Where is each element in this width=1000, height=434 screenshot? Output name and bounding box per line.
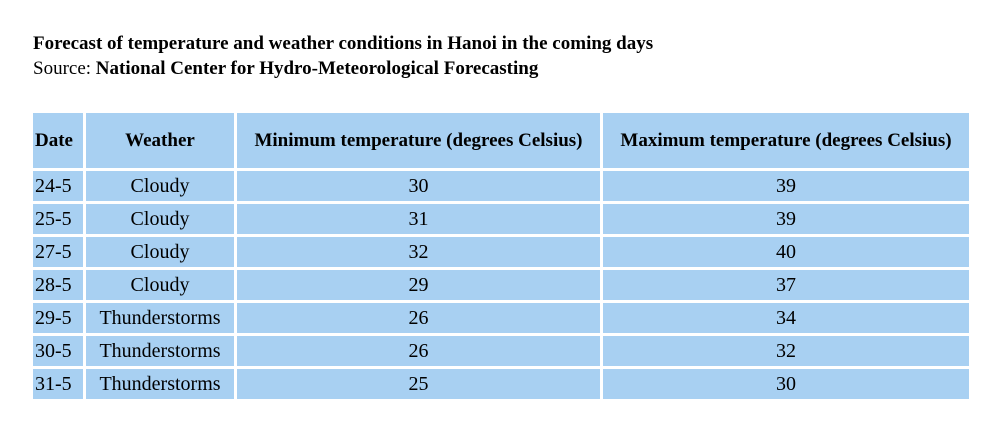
table-row: 31-5 Thunderstorms 25 30 [33, 369, 969, 399]
table-row: 28-5 Cloudy 29 37 [33, 270, 969, 300]
table-cell: 31 [237, 204, 600, 234]
table-row: 24-5 Cloudy 30 39 [33, 171, 969, 201]
table-row: 25-5 Cloudy 31 39 [33, 204, 969, 234]
column-header: Date [33, 113, 83, 168]
title: Forecast of temperature and weather cond… [33, 33, 654, 54]
table-cell: 25 [237, 369, 600, 399]
column-header: Minimum temperature (degrees Celsius) [237, 113, 600, 168]
table-cell: 29 [237, 270, 600, 300]
column-header: Maximum temperature (degrees Celsius) [603, 113, 969, 168]
table-cell: 37 [603, 270, 969, 300]
table-cell: 40 [603, 237, 969, 267]
table-cell: Thunderstorms [86, 303, 234, 333]
table-row: 27-5 Cloudy 32 40 [33, 237, 969, 267]
table-row: 30-5 Thunderstorms 26 32 [33, 336, 969, 366]
table-cell: 30 [603, 369, 969, 399]
table-cell: 34 [603, 303, 969, 333]
table-cell: 26 [237, 303, 600, 333]
source-line: Source: National Center for Hydro-Meteor… [33, 56, 653, 81]
table-cell: 31-5 [33, 369, 83, 399]
header-row: Date Weather Minimum temperature (degrees … [33, 113, 969, 168]
table-cell: Thunderstorms [86, 369, 234, 399]
table-cell: 30 [237, 171, 600, 201]
table-cell: 25-5 [33, 204, 83, 234]
table-cell: 39 [603, 171, 969, 201]
table-cell: 27-5 [33, 237, 83, 267]
table-cell: 29-5 [33, 303, 83, 333]
table-row: 29-5 Thunderstorms 26 34 [33, 303, 969, 333]
source-label: Source: [33, 58, 92, 79]
table-cell: 28-5 [33, 270, 83, 300]
table-cell: Thunderstorms [86, 336, 234, 366]
table-cell: 24-5 [33, 171, 83, 201]
table-cell: 39 [603, 204, 969, 234]
table-cell: 30-5 [33, 336, 83, 366]
header: Forecast of temperature and weather cond… [33, 31, 653, 81]
table-cell: 32 [603, 336, 969, 366]
table-body: 24-5 Cloudy 30 39 25-5 Cloudy 31 39 27-5 Cloudy 32… [33, 171, 969, 399]
table-cell: Cloudy [86, 171, 234, 201]
table-cell: 26 [237, 336, 600, 366]
table-cell: Cloudy [86, 270, 234, 300]
column-header: Weather [86, 113, 234, 168]
forecast-table: Date Weather Minimum temperature (degrees … [30, 110, 972, 402]
table-cell: 32 [237, 237, 600, 267]
table-cell: Cloudy [86, 204, 234, 234]
table-cell: Cloudy [86, 237, 234, 267]
source: National Center for Hydro-Meteorological… [95, 58, 539, 79]
